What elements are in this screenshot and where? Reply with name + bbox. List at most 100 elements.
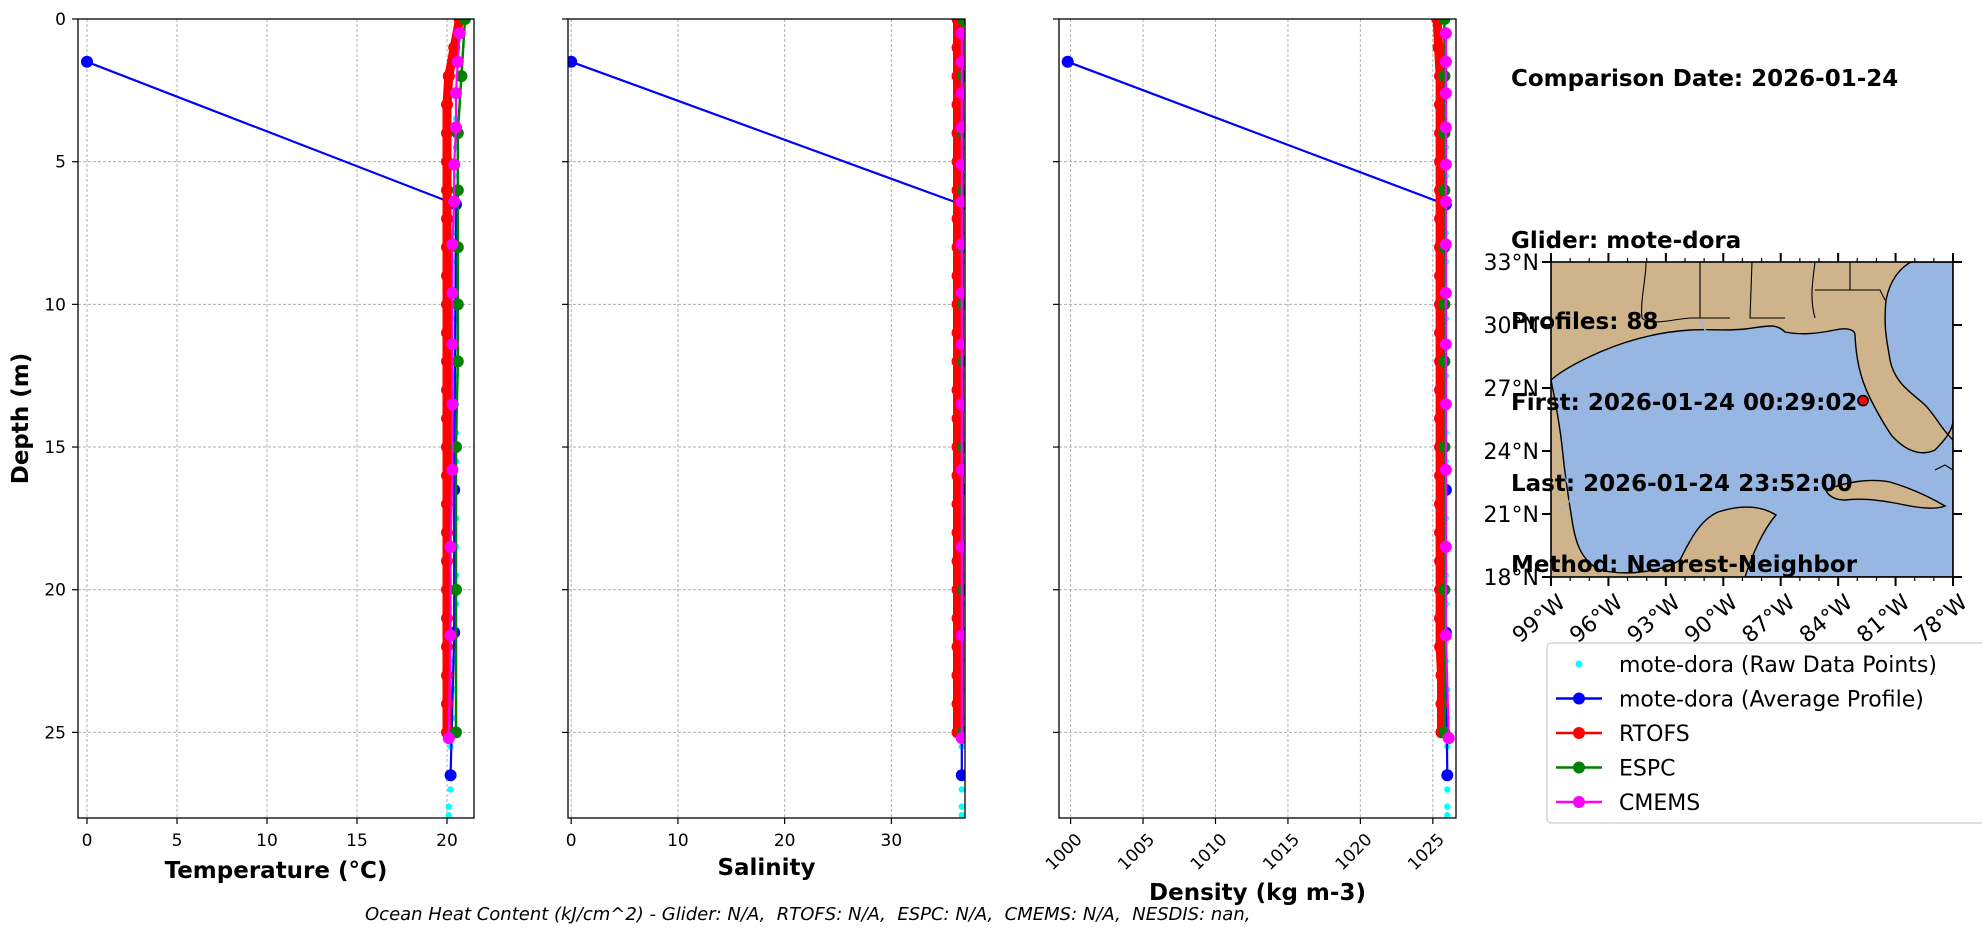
x-tick-label: 30 [881,831,903,851]
x-tick-label: 20 [774,831,796,851]
cmems-point [955,27,965,40]
espc-point [956,19,965,25]
rtofs-point [441,298,453,311]
x-tick-label: 1005 [1114,830,1159,875]
axes-frame [1058,18,1457,819]
espc-point [451,355,464,368]
rtofs-point [441,326,453,339]
cmems-point [446,338,459,351]
cmems-point [446,286,459,299]
cmems-point [1439,238,1452,251]
x-tick-label: 10 [667,831,689,851]
rtofs-point [441,498,453,511]
legend-label: mote-dora (Average Profile) [1619,688,1924,713]
cmems-point [451,55,464,68]
x-tick-label: 1000 [1042,830,1087,875]
rtofs-point [1434,412,1447,425]
rtofs-point [951,640,964,653]
x-tick-label: 1015 [1259,830,1304,875]
method: Method: Nearest-Neighbor [1511,552,1858,578]
espc-point [1438,583,1451,596]
avg-line [570,60,963,776]
rtofs-point [1435,697,1448,710]
map-frame [1550,261,1954,578]
raw-data-point [958,811,965,818]
cmems-point [1439,195,1452,208]
rtofs-point [951,555,964,568]
cmems-point [955,286,965,299]
state-border [1641,262,1730,323]
profile-panel-2: 0 10 20 30 Salinity [562,18,966,881]
info-spacer [1511,147,1898,174]
rtofs-point [441,98,453,111]
rtofs-point [951,612,964,625]
cmems-point [444,629,457,642]
rtofs-point [951,697,964,710]
cmems-point [453,27,466,40]
x-tick-label: 20 [436,831,458,851]
cmems-point [955,540,965,553]
raw-data-point [445,803,452,810]
cmems-point [1439,398,1452,411]
espc-point [1438,441,1451,454]
ocean-heat-content-footer: Ocean Heat Content (kJ/cm^2) - Glider: N… [365,904,1251,925]
y-axis-label: Depth (m) [8,353,34,485]
rtofs-point [441,127,453,140]
rtofs-point [441,412,453,425]
rtofs-point [951,412,964,425]
x-tick-label: 1010 [1187,830,1232,875]
cmems-point [450,121,462,134]
y-tick-label: 15 [44,438,66,458]
cmems-point [955,55,965,68]
raw-data-point [445,811,452,818]
rtofs-point [441,184,453,197]
avg-line [1067,60,1449,776]
legend-box [1546,642,1982,824]
cmems-point [1442,732,1455,745]
espc-point [1438,298,1451,311]
state-border [1815,289,1886,301]
cmems-point [955,338,965,351]
y-tick-label: 10 [44,295,66,315]
cmems-point [1439,158,1452,171]
y-tick-label: 20 [44,581,66,601]
rtofs-point [951,41,964,54]
y-tick-label: 0 [55,10,66,30]
series-group [81,19,471,818]
rtofs-point [1434,383,1447,396]
avg-point [444,769,457,782]
rtofs-point [1434,326,1447,339]
cmems-point [1439,286,1452,299]
cmems-point [955,195,965,208]
avg-point [568,55,578,68]
rtofs-point [1434,269,1447,282]
legend: mote-dora (Raw Data Points) mote-dora (Av… [1546,642,1982,824]
x-axis-label: Density (kg m-3) [1149,880,1366,906]
espc-point [450,583,462,596]
espc-point [1438,184,1451,197]
avg-point [1441,769,1454,782]
state-border [1749,262,1785,319]
profile-panel-3: 1000 1005 1010 1015 1020 1025 Density (kg m-3) [1042,18,1457,906]
espc-point [451,298,464,311]
rtofs-point [1434,640,1447,653]
x-tick-label: 1020 [1332,830,1377,875]
legend-swatch-marker [1573,761,1585,774]
rtofs-point [448,41,461,54]
y-tick-label: 5 [55,153,66,173]
cmems-point [446,463,459,476]
avg-point [81,55,93,68]
rtofs-point [442,70,455,83]
map-lon-label: 78°W [1910,590,1973,648]
cuba-island [1825,479,1947,509]
cmems-point [444,540,457,553]
rtofs-point [951,669,964,682]
comparison-date: Comparison Date: 2026-01-24 [1511,66,1899,92]
raw-data-point [447,786,454,793]
cmems-point [1439,629,1452,642]
map-lat-label: 33°N [1484,251,1539,276]
legend-swatch-marker [1573,727,1585,739]
cmems-point [955,629,965,642]
cmems-point [955,398,965,411]
